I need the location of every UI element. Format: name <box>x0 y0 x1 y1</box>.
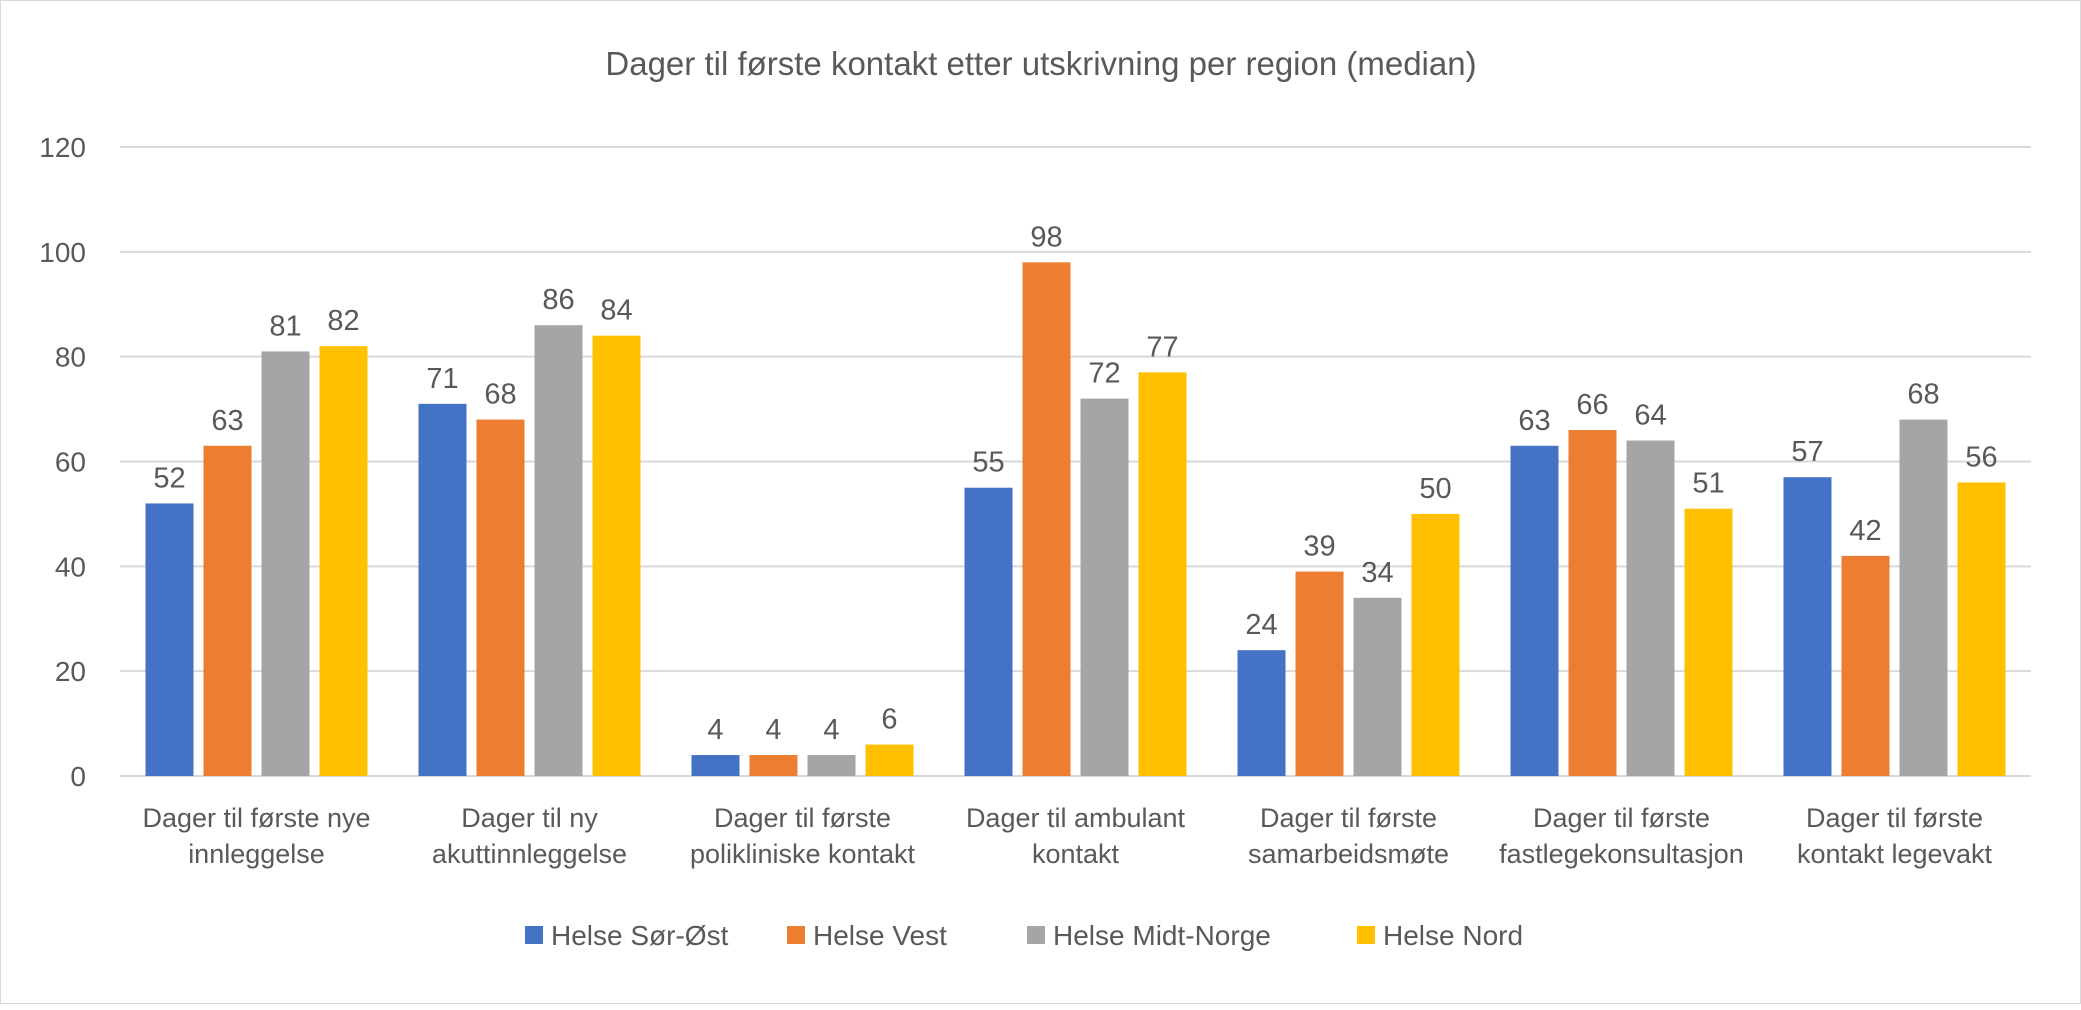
bar <box>592 335 641 776</box>
x-tick-label: Dager til første nye <box>142 803 370 833</box>
data-label: 55 <box>972 447 1004 479</box>
x-tick-label: Dager til første <box>714 803 891 833</box>
bar <box>1899 419 1948 776</box>
data-label: 64 <box>1634 400 1666 432</box>
data-label: 77 <box>1146 331 1178 363</box>
data-label: 66 <box>1576 389 1608 421</box>
bar <box>749 755 798 776</box>
x-tick-label: fastlegekonsultasjon <box>1499 839 1744 869</box>
bar <box>1411 513 1460 776</box>
bar <box>691 755 740 776</box>
data-label: 6 <box>881 704 897 736</box>
data-label: 4 <box>707 714 723 746</box>
data-label: 52 <box>153 462 185 494</box>
data-label: 63 <box>211 405 243 437</box>
data-label: 84 <box>600 295 632 327</box>
data-label: 98 <box>1030 221 1062 253</box>
legend-item: Helse Midt-Norge <box>1027 920 1271 951</box>
data-label: 50 <box>1419 473 1451 505</box>
bar <box>145 503 194 776</box>
legend-label: Helse Nord <box>1383 920 1523 951</box>
x-tick-label: polikliniske kontakt <box>690 839 916 869</box>
data-label: 56 <box>1965 441 1997 473</box>
x-tick-label: innleggelse <box>188 839 325 869</box>
bar <box>1080 398 1129 776</box>
data-label: 81 <box>269 310 301 342</box>
data-label: 86 <box>542 284 574 316</box>
x-tick-label: Dager til første <box>1260 803 1437 833</box>
legend-item: Helse Sør-Øst <box>525 920 729 951</box>
bar <box>865 744 914 776</box>
y-tick-label: 100 <box>39 237 86 268</box>
x-tick-label: akuttinnleggelse <box>432 839 627 869</box>
bar <box>1022 262 1071 777</box>
data-label: 57 <box>1791 436 1823 468</box>
bar <box>418 403 467 776</box>
bar <box>476 419 525 776</box>
data-label: 24 <box>1245 609 1277 641</box>
x-tick-label: Dager til første <box>1533 803 1710 833</box>
data-label: 4 <box>765 714 781 746</box>
data-label: 39 <box>1303 531 1335 563</box>
bar <box>1138 372 1187 776</box>
data-label: 82 <box>327 305 359 337</box>
legend-swatch <box>1357 926 1375 944</box>
legend-item: Helse Vest <box>787 920 947 951</box>
y-tick-label: 40 <box>55 551 86 582</box>
bar <box>1237 650 1286 776</box>
bar <box>1295 571 1344 776</box>
legend-swatch <box>525 926 543 944</box>
bar <box>1626 440 1675 776</box>
legend-swatch <box>1027 926 1045 944</box>
bar <box>534 325 583 776</box>
data-label: 63 <box>1518 405 1550 437</box>
bar <box>203 445 252 776</box>
data-label: 4 <box>823 714 839 746</box>
bar <box>1510 445 1559 776</box>
legend-item: Helse Nord <box>1357 920 1523 951</box>
bar <box>1783 477 1832 776</box>
bar <box>319 346 368 776</box>
bar <box>1353 597 1402 776</box>
bar <box>964 487 1013 776</box>
bar <box>1568 430 1617 776</box>
y-tick-label: 0 <box>70 761 86 792</box>
chart-title: Dager til første kontakt etter utskrivni… <box>605 45 1476 82</box>
x-tick-label: samarbeidsmøte <box>1248 839 1449 869</box>
data-label: 71 <box>426 363 458 395</box>
legend-label: Helse Midt-Norge <box>1053 920 1271 951</box>
data-label: 72 <box>1088 358 1120 390</box>
legend-label: Helse Vest <box>813 920 947 951</box>
bar <box>1841 555 1890 776</box>
data-label: 51 <box>1692 468 1724 500</box>
bar <box>1957 482 2006 776</box>
y-tick-label: 120 <box>39 132 86 163</box>
y-tick-label: 20 <box>55 656 86 687</box>
data-label: 68 <box>484 379 516 411</box>
bar <box>807 755 856 776</box>
legend-swatch <box>787 926 805 944</box>
legend-label: Helse Sør-Øst <box>551 920 729 951</box>
bar <box>261 351 310 776</box>
x-tick-label: Dager til første <box>1806 803 1983 833</box>
y-tick-label: 80 <box>55 342 86 373</box>
x-tick-label: kontakt <box>1032 839 1120 869</box>
data-label: 34 <box>1361 557 1393 589</box>
data-label: 68 <box>1907 379 1939 411</box>
bar <box>1684 508 1733 776</box>
data-label: 42 <box>1849 515 1881 547</box>
x-tick-label: kontakt legevakt <box>1797 839 1993 869</box>
x-tick-label: Dager til ny <box>461 803 598 833</box>
x-tick-label: Dager til ambulant <box>966 803 1186 833</box>
y-tick-label: 60 <box>55 447 86 478</box>
